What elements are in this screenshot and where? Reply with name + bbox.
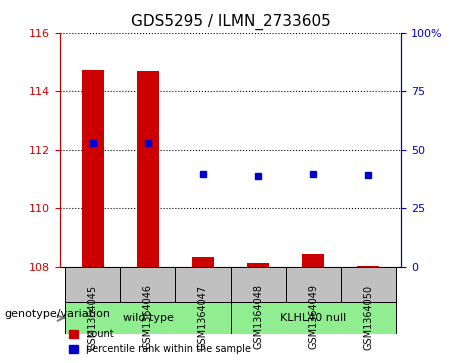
Text: genotype/variation: genotype/variation xyxy=(5,309,111,319)
Bar xyxy=(230,267,285,302)
Bar xyxy=(341,267,396,302)
Text: wild type: wild type xyxy=(123,313,173,323)
Bar xyxy=(247,264,269,267)
Text: GSM1364046: GSM1364046 xyxy=(143,285,153,350)
Text: GSM1364045: GSM1364045 xyxy=(88,285,98,350)
Text: GSM1364048: GSM1364048 xyxy=(253,285,263,350)
Title: GDS5295 / ILMN_2733605: GDS5295 / ILMN_2733605 xyxy=(130,14,331,30)
Bar xyxy=(65,267,120,302)
Bar xyxy=(285,267,341,302)
Bar xyxy=(357,266,379,267)
Text: GSM1364050: GSM1364050 xyxy=(363,285,373,350)
Bar xyxy=(137,72,159,267)
Bar xyxy=(82,70,104,267)
Text: GSM1364047: GSM1364047 xyxy=(198,285,208,350)
Bar xyxy=(302,254,324,267)
Text: KLHL40 null: KLHL40 null xyxy=(280,313,346,323)
Bar xyxy=(230,302,396,334)
Bar xyxy=(176,267,230,302)
Legend: count, percentile rank within the sample: count, percentile rank within the sample xyxy=(65,326,255,358)
Bar xyxy=(120,267,176,302)
Bar xyxy=(65,302,230,334)
Bar xyxy=(192,257,214,267)
Text: GSM1364049: GSM1364049 xyxy=(308,285,318,350)
